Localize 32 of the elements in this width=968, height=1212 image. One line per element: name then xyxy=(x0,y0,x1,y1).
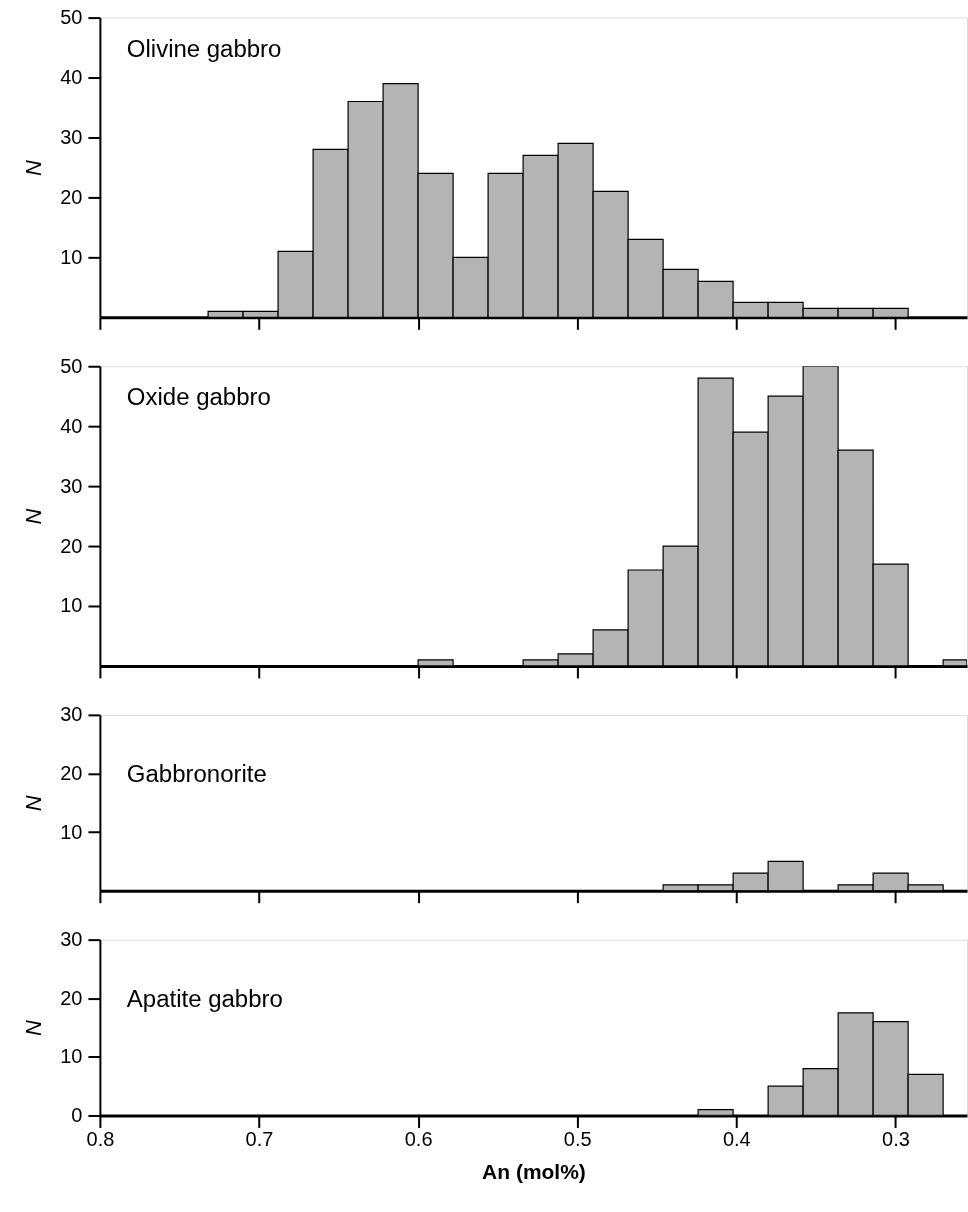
y-tick-label: 30 xyxy=(60,125,83,148)
y-tick-label: 0 xyxy=(71,1103,83,1126)
y-tick-label: 10 xyxy=(60,594,83,617)
y-tick-label: 40 xyxy=(60,66,83,89)
y-tick-label: 20 xyxy=(60,534,83,557)
y-tick-label: 20 xyxy=(60,986,83,1009)
y-tick-label: 10 xyxy=(60,245,83,268)
y-tick-label: 50 xyxy=(60,6,83,29)
y-axis-title: N xyxy=(21,159,47,176)
y-tick-label: 10 xyxy=(60,820,83,843)
y-axis-title: N xyxy=(21,1019,47,1036)
x-tick-label: 0.8 xyxy=(86,1127,115,1150)
y-axis-title: N xyxy=(21,508,47,525)
x-tick-label: 0.5 xyxy=(563,1127,592,1150)
x-tick-label: 0.6 xyxy=(404,1127,433,1150)
text: Gabbronorite xyxy=(126,759,267,787)
y-tick-label: 10 xyxy=(60,1045,83,1068)
x-tick-label: 0.7 xyxy=(245,1127,274,1150)
y-tick-label: 30 xyxy=(60,928,83,951)
x-tick-label: 0.4 xyxy=(722,1127,751,1150)
y-tick-label: 20 xyxy=(60,185,83,208)
y-tick-label: 50 xyxy=(60,354,83,377)
text: Oxide gabbro xyxy=(126,383,271,411)
x-tick-label: 0.3 xyxy=(882,1127,910,1150)
text: Apatite gabbro xyxy=(126,984,283,1012)
x-axis-title: An (mol%) xyxy=(482,1159,586,1183)
y-tick-label: 30 xyxy=(60,474,83,497)
text: Olivine gabbro xyxy=(126,34,282,62)
y-tick-label: 30 xyxy=(60,703,83,726)
y-tick-label: 20 xyxy=(60,761,83,784)
y-axis-title: N xyxy=(21,795,47,812)
y-tick-label: 40 xyxy=(60,414,83,437)
